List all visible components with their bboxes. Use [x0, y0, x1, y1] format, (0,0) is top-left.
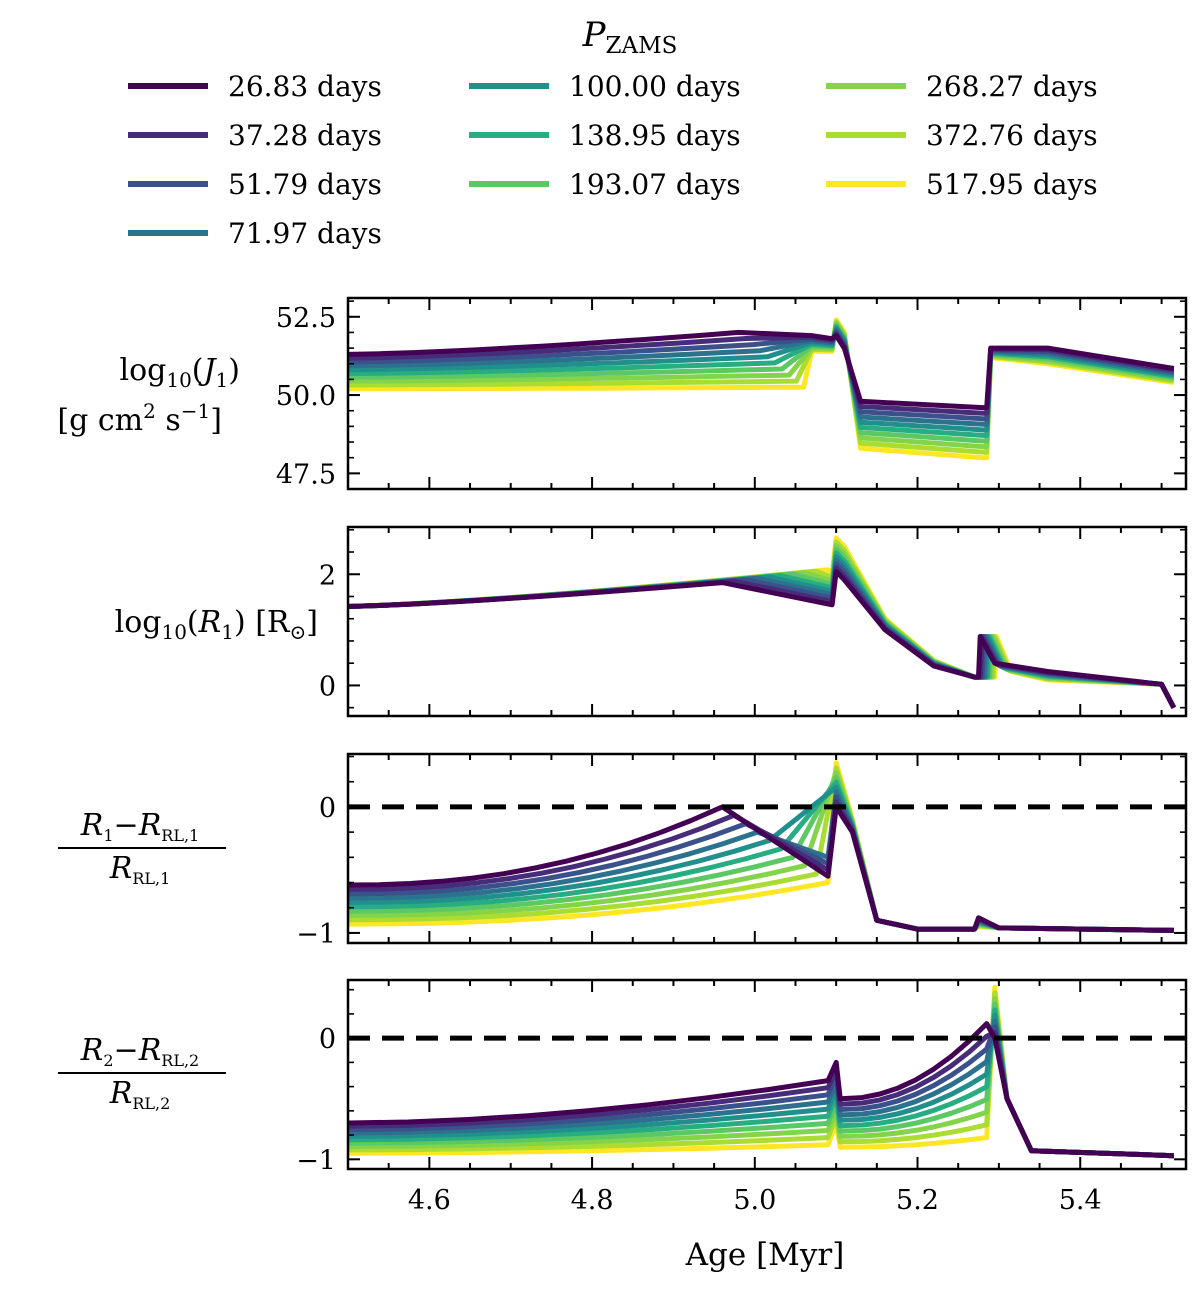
- panel-3-ylabel: R1−RRL,1 RRL,1: [58, 808, 226, 888]
- panel-4-series-2: [348, 1024, 1174, 1159]
- legend-label-4: 100.00 days: [569, 70, 741, 103]
- panel-1-frame: [346, 296, 1188, 491]
- panel-2-series-8: [348, 539, 1177, 709]
- panel-2-series-6: [348, 546, 1177, 709]
- legend: PZAMS 26.83 days 37.28 days 51.79 days 71.9…: [128, 15, 1098, 250]
- legend-label-9: 517.95 days: [926, 168, 1098, 201]
- panel-1-series-3: [348, 327, 1175, 427]
- panel-1-series-1: [348, 331, 1175, 416]
- panel-2-ytick-label-1: 2: [319, 560, 336, 591]
- panel-1-series-9: [348, 317, 1175, 461]
- legend-label-2: 51.79 days: [228, 168, 382, 201]
- panel-1-series-2: [348, 329, 1175, 422]
- panel-4-ylabel: R2−RRL,2 RRL,2: [58, 1033, 226, 1113]
- xtick-label-3: 5.2: [896, 1185, 939, 1216]
- panel-1-ytick-label-2: 52.5: [276, 303, 336, 334]
- xtick-label-4: 5.4: [1059, 1185, 1102, 1216]
- svg-text:RRL,2: RRL,2: [109, 1076, 171, 1113]
- legend-label-5: 138.95 days: [569, 119, 741, 152]
- panel-2-ytick-label-0: 0: [319, 671, 336, 702]
- y-axis-labels: log10(J1) [g cm2 s−1] log10(R1) [R⊙] R1−…: [57, 353, 318, 1113]
- panel-1-series-6: [348, 322, 1175, 444]
- panel-1-series-4: [348, 326, 1175, 433]
- legend-label-8: 372.76 days: [926, 119, 1098, 152]
- panel-4: −1 0 4.6 4.8 5.0 5.2 5.4: [296, 978, 1188, 1216]
- legend-title: PZAMS: [582, 15, 678, 59]
- panel-1-series-8: [348, 319, 1175, 455]
- panel-2-series-9: [348, 535, 1177, 709]
- panel-1-ylabel-line1: log10(J1): [119, 353, 240, 392]
- panel-2: 02: [319, 525, 1188, 718]
- legend-label-1: 37.28 days: [228, 119, 382, 152]
- legend-entries: 26.83 days 37.28 days 51.79 days 71.97 days…: [128, 70, 1098, 250]
- panel-3-series-0: [348, 804, 1174, 933]
- panel-2-ylabel: log10(R1) [R⊙]: [115, 605, 318, 644]
- legend-label-3: 71.97 days: [228, 217, 382, 250]
- svg-text:R1−RRL,1: R1−RRL,1: [80, 808, 199, 845]
- x-axis-label: Age [Myr]: [685, 1237, 845, 1273]
- panel-3-ytick-label-0: −1: [296, 919, 336, 950]
- panel-3-frame: [346, 752, 1188, 945]
- panel-4-ytick-label-1: 0: [319, 1024, 336, 1055]
- legend-label-7: 268.27 days: [926, 70, 1098, 103]
- panel-2-series-0: [348, 569, 1177, 709]
- panel-1-series-5: [348, 324, 1175, 438]
- panel-1-ytick-label-0: 47.5: [276, 459, 336, 490]
- xtick-label-1: 4.8: [571, 1185, 614, 1216]
- panel-1-ytick-label-1: 50.0: [276, 381, 336, 412]
- panel-1-series-7: [348, 320, 1175, 450]
- svg-text:RRL,1: RRL,1: [109, 851, 171, 888]
- panel-1: 47.5 50.0 52.5: [276, 296, 1188, 491]
- panel-4-ytick-label-0: −1: [296, 1145, 336, 1176]
- panel-3-ytick-label-1: 0: [319, 793, 336, 824]
- panel-4-frame: [346, 978, 1188, 1171]
- svg-text:R2−RRL,2: R2−RRL,2: [80, 1033, 199, 1070]
- xtick-label-0: 4.6: [408, 1185, 451, 1216]
- panel-1-series-0: [348, 329, 1175, 411]
- panels: 47.550.052.502−10−104.6 4.8 5.0 5.2 5.4: [276, 296, 1188, 1216]
- panel-3: −1 0: [296, 752, 1188, 950]
- legend-label-6: 193.07 days: [569, 168, 741, 201]
- xtick-label-2: 5.0: [733, 1185, 776, 1216]
- panel-2-frame: [346, 525, 1188, 718]
- panel-1-ylabel-line2: [g cm2 s−1]: [57, 399, 222, 438]
- panel-2-series-7: [348, 543, 1177, 709]
- panel-4-series-0: [348, 1021, 1174, 1159]
- panel-4-series-1: [348, 1030, 1174, 1159]
- legend-label-0: 26.83 days: [228, 70, 382, 103]
